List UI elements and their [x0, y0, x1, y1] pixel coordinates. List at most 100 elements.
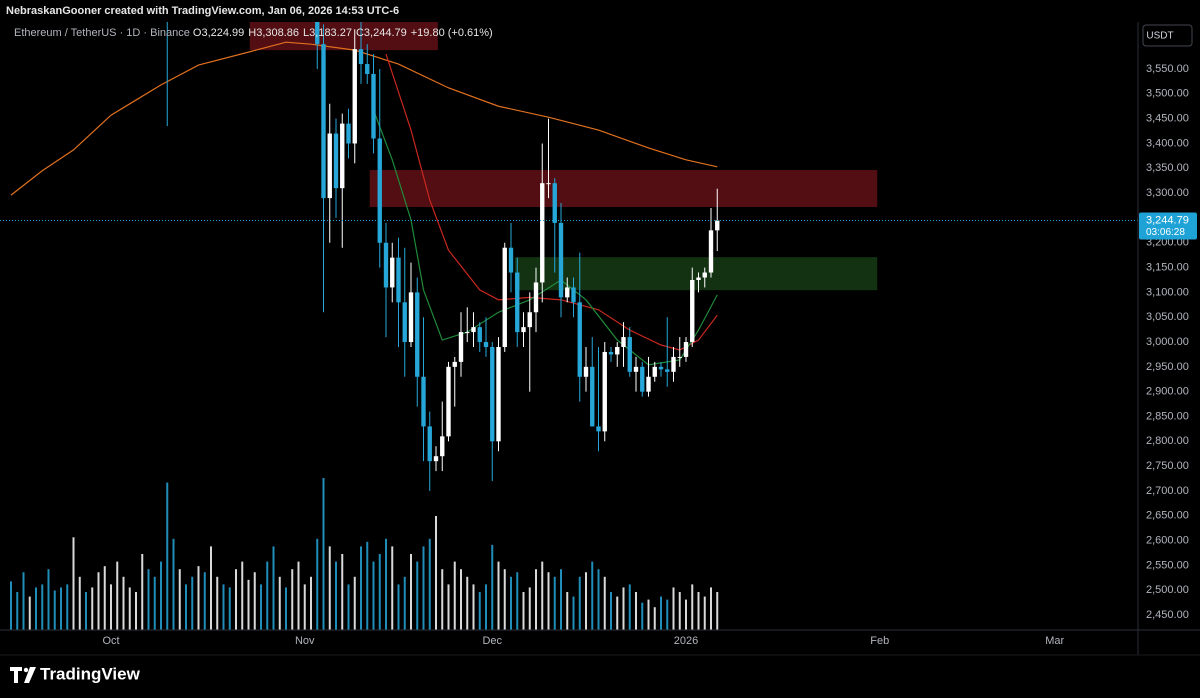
candle-body [646, 376, 651, 392]
y-tick-label: 2,700.00 [1146, 485, 1189, 497]
moving-average [385, 53, 718, 351]
volume-bar [710, 587, 712, 630]
logo-mark [10, 667, 22, 683]
volume-bar [28, 596, 31, 630]
y-tick-label: 2,500.00 [1146, 584, 1189, 596]
volume-bar [572, 596, 575, 630]
candle-body [408, 292, 414, 343]
volume-bar [72, 537, 75, 630]
candle-body [590, 366, 595, 427]
volume-bar [528, 587, 531, 630]
volume-bar [141, 554, 144, 630]
plot-area [0, 22, 1138, 630]
volume-bar [253, 572, 256, 630]
volume-bar [297, 561, 300, 630]
y-tick-label: 3,000.00 [1146, 336, 1189, 348]
volume-bar [322, 478, 325, 630]
y-tick-label: 2,600.00 [1146, 535, 1189, 547]
candle-body [427, 426, 432, 462]
volume-bar [166, 482, 169, 630]
volume-bar [616, 596, 619, 630]
volume-bar [210, 546, 212, 630]
candle-body [390, 257, 395, 288]
candle-body [683, 342, 689, 357]
currency-label[interactable]: USDT [1146, 31, 1173, 42]
candle-body [315, 22, 320, 45]
y-tick-label: 2,850.00 [1146, 410, 1189, 422]
y-tick-label: 3,550.00 [1146, 63, 1189, 75]
brand: TradingView [40, 664, 141, 683]
y-tick-label: 2,650.00 [1146, 510, 1189, 522]
volume-bar [85, 592, 87, 630]
volume-bar [591, 561, 594, 630]
volume-bar [147, 569, 150, 630]
zone [249, 22, 438, 51]
candle-body [702, 272, 707, 278]
candle-body [365, 64, 370, 74]
volume-bar [53, 590, 56, 630]
y-tick-label: 3,450.00 [1146, 113, 1189, 125]
volume-bar [628, 584, 631, 630]
volume-bar [666, 599, 669, 630]
candle-body [615, 346, 620, 355]
volume-bar [116, 561, 119, 630]
y-tick-label: 3,200.00 [1146, 237, 1189, 249]
volume-bar [272, 546, 275, 630]
volume-bar [135, 592, 137, 630]
volume-bar [585, 572, 587, 630]
volume-bar [428, 538, 431, 630]
volume-bar [397, 584, 400, 630]
legend: Ethereum / TetherUS · 1D · Binance O3,224… [14, 27, 493, 39]
volume-bar [128, 587, 131, 630]
candle-body [471, 327, 476, 333]
volume-bar [635, 592, 637, 630]
candle-body [352, 49, 357, 144]
volume-bar [578, 576, 581, 630]
volume-bar [172, 538, 175, 630]
candle-body [577, 302, 582, 377]
logo-dot [23, 667, 29, 673]
volume-bar [328, 546, 331, 630]
volume-bar [335, 561, 337, 630]
volume-bar [541, 561, 544, 630]
volume-bar [35, 587, 37, 630]
countdown: 03:06:28 [1146, 227, 1185, 238]
candle-body [321, 44, 326, 199]
volume-bar [291, 569, 294, 630]
volume-bar [391, 546, 394, 630]
volume-bar [472, 584, 475, 630]
y-tick-label: 2,450.00 [1146, 609, 1189, 621]
y-tick-label: 3,350.00 [1146, 162, 1189, 174]
volume-bar [228, 587, 231, 630]
volume-bar [378, 554, 381, 630]
volume-bar [435, 516, 437, 630]
legend-value: O3,224.99 [193, 27, 244, 39]
volume-bar [653, 607, 656, 630]
candle-body [415, 292, 420, 377]
volume-bar [660, 596, 662, 630]
x-tick-label: Mar [1045, 635, 1064, 647]
volume-bar [441, 569, 444, 630]
candle-body [715, 220, 720, 231]
y-tick-label: 2,900.00 [1146, 386, 1189, 398]
volume-bar [91, 587, 94, 630]
volume-bar [110, 584, 112, 630]
candle-body [402, 302, 407, 343]
volume-bar [522, 592, 525, 630]
candle-body [483, 342, 489, 347]
volume-bar [641, 602, 644, 630]
candle-body [627, 337, 632, 372]
volume-bar [716, 592, 719, 630]
volume-bar [547, 572, 550, 630]
legend-symbol: Ethereum / TetherUS · 1D · Binance [14, 27, 190, 39]
y-tick-label: 2,550.00 [1146, 559, 1189, 571]
candle-body [690, 279, 695, 343]
y-tick-label: 3,100.00 [1146, 286, 1189, 298]
candle-body [546, 183, 551, 185]
candle-body [452, 361, 457, 367]
currency-button[interactable] [1142, 24, 1193, 47]
volume-bar [191, 576, 194, 630]
candle-body [583, 366, 589, 377]
candle-body [665, 369, 670, 372]
candle-body [533, 282, 539, 313]
